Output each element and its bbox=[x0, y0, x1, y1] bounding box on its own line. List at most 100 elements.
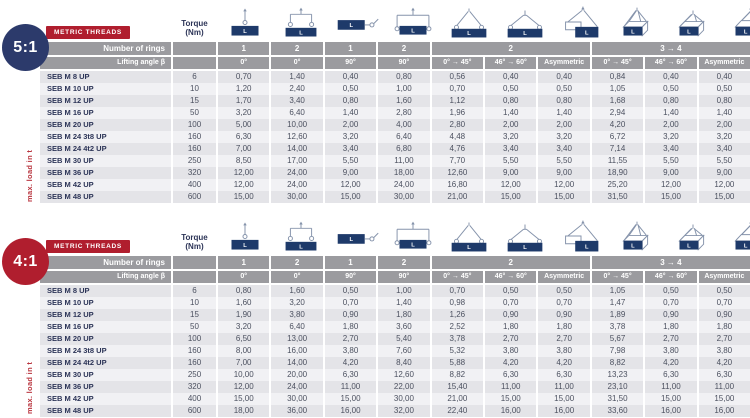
load-value: 15,00 bbox=[324, 393, 377, 405]
torque-value: 100 bbox=[173, 119, 216, 131]
svg-text:L: L bbox=[467, 31, 471, 37]
load-value: 12,00 bbox=[218, 381, 270, 393]
load-value: 10,00 bbox=[271, 119, 323, 131]
two-rings-asymmetric-icon: L bbox=[554, 6, 608, 40]
load-value: 0,40 bbox=[698, 71, 750, 83]
load-value: 0,84 bbox=[591, 71, 644, 83]
load-value: 3,20 bbox=[218, 107, 270, 119]
svg-text:L: L bbox=[744, 29, 748, 35]
load-value: 2,00 bbox=[485, 119, 537, 131]
load-value: 6,30 bbox=[645, 369, 697, 381]
load-table-5-1: 5:1 METRIC THREADS Torque (Nm) L L L L L L L L L L Num… bbox=[0, 0, 750, 206]
load-value: 5,40 bbox=[378, 333, 430, 345]
load-value: 0,50 bbox=[698, 83, 750, 95]
load-value: 3,40 bbox=[538, 143, 590, 155]
multi-ring-asymmetric-icon: L bbox=[722, 6, 750, 40]
load-value: 18,00 bbox=[218, 405, 270, 417]
load-value: 30,00 bbox=[378, 191, 430, 203]
load-value: 1,05 bbox=[591, 285, 644, 297]
load-value: 4,20 bbox=[538, 357, 590, 369]
ratio-badge: 4:1 bbox=[2, 238, 49, 285]
svg-text:L: L bbox=[411, 242, 415, 248]
table-row: SEB M 20 UP 100 6,50 13,00 2,70 5,40 3,78 2,70 2… bbox=[0, 333, 750, 345]
load-value: 15,00 bbox=[485, 393, 537, 405]
two-rings-sling-60-icon: L bbox=[498, 220, 552, 254]
load-value: 8,82 bbox=[431, 369, 484, 381]
load-value: 0,40 bbox=[324, 71, 377, 83]
rings-count-cell: 2 bbox=[271, 256, 323, 269]
product-name: SEB M 36 UP bbox=[40, 167, 171, 179]
load-value: 2,70 bbox=[538, 333, 590, 345]
svg-text:L: L bbox=[585, 244, 589, 250]
product-name: SEB M 36 UP bbox=[40, 381, 171, 393]
load-value: 0,90 bbox=[538, 309, 590, 321]
load-value: 1,40 bbox=[538, 107, 590, 119]
load-value: 1,60 bbox=[271, 285, 323, 297]
load-value: 2,80 bbox=[431, 119, 484, 131]
load-value: 0,70 bbox=[538, 297, 590, 309]
load-value: 12,00 bbox=[538, 179, 590, 191]
load-value: 9,00 bbox=[645, 167, 697, 179]
load-value: 1,40 bbox=[485, 107, 537, 119]
load-value: 14,00 bbox=[271, 357, 323, 369]
load-value: 2,70 bbox=[485, 333, 537, 345]
rings-count-cell: 2 bbox=[271, 42, 323, 55]
multi-ring-asymmetric-icon: L bbox=[722, 220, 750, 254]
two-rings-asymmetric-icon: L bbox=[554, 220, 608, 254]
product-name: SEB M 10 UP bbox=[40, 297, 171, 309]
svg-text:L: L bbox=[631, 29, 635, 35]
svg-text:L: L bbox=[687, 243, 691, 249]
load-value: 9,00 bbox=[698, 167, 750, 179]
load-value: 17,00 bbox=[271, 155, 323, 167]
load-value: 1,80 bbox=[378, 309, 430, 321]
load-value: 7,00 bbox=[218, 357, 270, 369]
rings-count-cell: 1 bbox=[324, 42, 377, 55]
load-value: 12,00 bbox=[218, 179, 270, 191]
metric-threads-badge: METRIC THREADS bbox=[46, 26, 130, 39]
load-value: 3,80 bbox=[485, 345, 537, 357]
rings-count-cell: 2 bbox=[431, 256, 590, 269]
torque-value: 6 bbox=[173, 71, 216, 83]
table-row: SEB M 42 UP 400 12,00 24,00 12,00 24,00 16,80 1… bbox=[0, 179, 750, 191]
load-value: 0,50 bbox=[485, 285, 537, 297]
load-value: 1,80 bbox=[324, 321, 377, 333]
table-row: SEB M 24 3t8 UP 160 6,30 12,60 3,20 6,40 4,48 3… bbox=[0, 131, 750, 143]
load-value: 8,00 bbox=[218, 345, 270, 357]
torque-value: 160 bbox=[173, 143, 216, 155]
load-value: 1,00 bbox=[378, 285, 430, 297]
load-value: 1,40 bbox=[271, 71, 323, 83]
svg-text:L: L bbox=[744, 243, 748, 249]
load-value: 14,00 bbox=[271, 143, 323, 155]
metric-threads-badge: METRIC THREADS bbox=[46, 240, 130, 253]
torque-value: 160 bbox=[173, 345, 216, 357]
load-value: 15,00 bbox=[324, 191, 377, 203]
torque-value: 600 bbox=[173, 405, 216, 417]
table-row: SEB M 20 UP 100 5,00 10,00 2,00 4,00 2,80 2,00 2… bbox=[0, 119, 750, 131]
load-value: 5,50 bbox=[698, 155, 750, 167]
load-value: 3,20 bbox=[271, 297, 323, 309]
lifting-angle-cell: 0° → 45° bbox=[591, 57, 644, 69]
load-value: 0,80 bbox=[218, 285, 270, 297]
lifting-angle-cell: 0° → 45° bbox=[591, 271, 644, 283]
lifting-angle-row: Lifting angle β 0° 0° 90° 90° 0° → 45° 46° → 6… bbox=[0, 271, 750, 283]
load-value: 4,20 bbox=[485, 357, 537, 369]
one-ring-vertical-icon: L bbox=[218, 6, 272, 40]
product-name: SEB M 24 4t2 UP bbox=[40, 143, 171, 155]
load-value: 4,20 bbox=[324, 357, 377, 369]
load-value: 0,80 bbox=[698, 95, 750, 107]
load-value: 1,26 bbox=[431, 309, 484, 321]
load-value: 3,80 bbox=[698, 345, 750, 357]
load-value: 3,20 bbox=[218, 321, 270, 333]
load-value: 24,00 bbox=[271, 381, 323, 393]
load-value: 12,60 bbox=[271, 131, 323, 143]
two-rings-sling-45-icon: L bbox=[442, 220, 496, 254]
torque-label-line1: Torque bbox=[181, 232, 208, 242]
load-value: 0,80 bbox=[378, 71, 430, 83]
load-value: 7,98 bbox=[591, 345, 644, 357]
load-value: 15,00 bbox=[485, 191, 537, 203]
load-value: 15,00 bbox=[538, 191, 590, 203]
product-name: SEB M 24 4t2 UP bbox=[40, 357, 171, 369]
svg-text:L: L bbox=[585, 30, 589, 36]
rings-row-torque-spacer bbox=[173, 256, 216, 269]
load-value: 30,00 bbox=[271, 393, 323, 405]
